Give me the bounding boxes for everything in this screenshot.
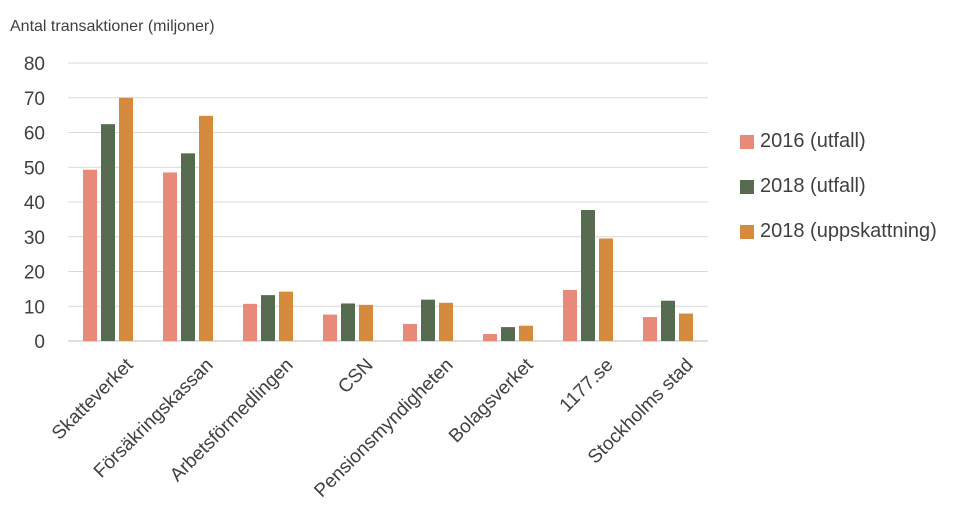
legend: 2016 (utfall) 2018 (utfall) 2018 (uppska… (740, 130, 937, 265)
category-label: Skatteverket (48, 354, 138, 444)
bar (661, 300, 675, 341)
legend-swatch (740, 224, 754, 239)
bar (563, 289, 577, 341)
category-label: 1177.se (556, 355, 618, 417)
y-tick-label: 80 (24, 54, 45, 75)
bar (83, 169, 97, 341)
category-label: CSN (334, 355, 377, 398)
bars (83, 97, 693, 341)
y-axis-label: Antal transaktioner (miljoner) (10, 18, 215, 35)
y-tick-label: 50 (24, 158, 45, 179)
y-tick-labels: 0 10 20 30 40 50 60 70 80 (24, 54, 45, 353)
category-label: Pensionsmyndigheten (310, 355, 457, 502)
bar (359, 304, 373, 341)
bar (679, 313, 693, 341)
bar (323, 314, 337, 341)
legend-label: 2016 (utfall) (760, 130, 866, 152)
y-tick-label: 30 (24, 228, 45, 249)
y-tick-label: 10 (24, 297, 45, 318)
bar (119, 97, 133, 341)
bar (163, 172, 177, 341)
legend-label: 2018 (uppskattning) (760, 220, 937, 242)
category-label: Bolagsverket (445, 354, 538, 447)
bar (439, 302, 453, 341)
y-tick-label: 40 (24, 193, 45, 214)
bar (261, 295, 275, 341)
y-tick-label: 0 (34, 332, 45, 353)
bar (483, 334, 497, 341)
legend-swatch (740, 179, 754, 194)
bar (341, 303, 355, 341)
bar (643, 317, 657, 341)
bar (421, 299, 435, 341)
bar (403, 323, 417, 341)
y-tick-label: 20 (24, 263, 45, 284)
category-labels: SkatteverketFörsäkringskassanArbetsförme… (48, 354, 698, 502)
bar (581, 209, 595, 341)
bar (243, 303, 257, 341)
legend-label: 2018 (utfall) (760, 175, 866, 197)
legend-item-2018-utfall: 2018 (utfall) (740, 175, 937, 198)
legend-item-2016-utfall: 2016 (utfall) (740, 130, 937, 153)
bar (599, 238, 613, 341)
legend-swatch (740, 134, 754, 149)
bar (101, 124, 115, 341)
bar (519, 325, 533, 341)
bar (279, 291, 293, 341)
y-tick-label: 70 (24, 89, 45, 110)
legend-item-2018-uppskattning: 2018 (uppskattning) (740, 220, 937, 243)
bar (501, 327, 515, 341)
bar (199, 115, 213, 341)
y-tick-label: 60 (24, 124, 45, 145)
bar (181, 153, 195, 341)
